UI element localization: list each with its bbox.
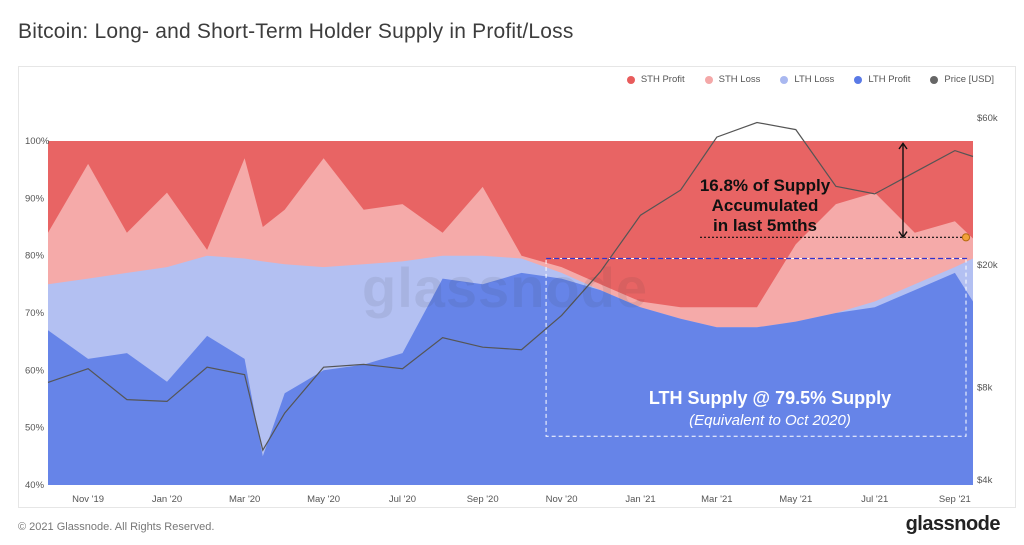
copyright-footer: © 2021 Glassnode. All Rights Reserved. <box>18 521 215 533</box>
legend-swatch-lth-profit <box>854 75 863 84</box>
price-tick-label: $4k <box>977 475 993 486</box>
x-tick-label: Nov '20 <box>546 494 578 505</box>
x-tick-label: Mar '20 <box>229 494 260 505</box>
brand-logo: glassnode <box>905 513 1001 535</box>
x-tick-label: Sep '20 <box>467 494 499 505</box>
arrow-head-top <box>898 142 908 150</box>
x-tick-label: Jul '20 <box>389 494 416 505</box>
legend: STH Profit STH Loss LTH Loss LTH Profit … <box>626 74 994 85</box>
annotation-accumulated-line1: 16.8% of Supply <box>699 176 831 195</box>
lth-dashed-box <box>545 258 967 437</box>
x-tick-label: May '21 <box>779 494 812 505</box>
annotation-accumulated-line2: Accumulated <box>711 196 819 215</box>
legend-label-price: Price [USD] <box>944 74 994 85</box>
chart-title: Bitcoin: Long- and Short-Term Holder Sup… <box>18 20 574 43</box>
y-tick-label: 70% <box>25 308 45 319</box>
y-tick-label: 80% <box>25 251 45 262</box>
x-tick-label: Jan '20 <box>152 494 182 505</box>
area-lth-profit <box>48 272 973 485</box>
annotation-accumulated: 16.8% of Supply Accumulated in last 5mth… <box>690 176 840 236</box>
price-line <box>47 121 974 452</box>
annotation-lth-line2: (Equivalent to Oct 2020) <box>689 412 851 429</box>
y-tick-label: 50% <box>25 423 45 434</box>
x-tick-label: Sep '21 <box>939 494 971 505</box>
legend-swatch-sth-loss <box>704 75 713 84</box>
x-tick-label: Mar '21 <box>701 494 732 505</box>
annotation-lth-line1: LTH Supply @ 79.5% Supply <box>648 388 892 408</box>
price-tick-label: $20k <box>977 260 998 271</box>
y-tick-label: 90% <box>25 193 45 204</box>
legend-swatch-price <box>930 75 939 84</box>
legend-item-lth-loss[interactable]: LTH Loss <box>780 74 834 85</box>
legend-swatch-lth-loss <box>780 75 789 84</box>
y-tick-label: 40% <box>25 480 45 491</box>
x-tick-label: Jan '21 <box>625 494 655 505</box>
legend-item-sth-loss[interactable]: STH Loss <box>704 74 761 85</box>
legend-label-sth-loss: STH Loss <box>718 74 761 85</box>
y-tick-label: 60% <box>25 365 45 376</box>
legend-item-sth-profit[interactable]: STH Profit <box>626 74 685 85</box>
legend-item-lth-profit[interactable]: LTH Profit <box>854 74 910 85</box>
x-tick-label: May '20 <box>307 494 340 505</box>
annotation-accumulated-line3: in last 5mths <box>713 216 817 235</box>
legend-label-sth-profit: STH Profit <box>640 74 685 85</box>
legend-label-lth-loss: LTH Loss <box>794 74 835 85</box>
current-marker <box>961 233 971 242</box>
legend-swatch-sth-profit <box>626 75 635 84</box>
watermark-text: glassnode <box>362 256 648 319</box>
price-tick-label: $60k <box>977 113 998 124</box>
y-tick-label: 100% <box>25 136 50 147</box>
x-tick-label: Nov '19 <box>72 494 104 505</box>
price-tick-label: $8k <box>977 382 993 393</box>
legend-label-lth-profit: LTH Profit <box>868 74 911 85</box>
annotation-lth-supply: LTH Supply @ 79.5% Supply (Equivalent to… <box>610 388 930 429</box>
legend-item-price[interactable]: Price [USD] <box>930 74 994 85</box>
arrow-head-bottom <box>898 231 908 239</box>
x-tick-label: Jul '21 <box>861 494 888 505</box>
